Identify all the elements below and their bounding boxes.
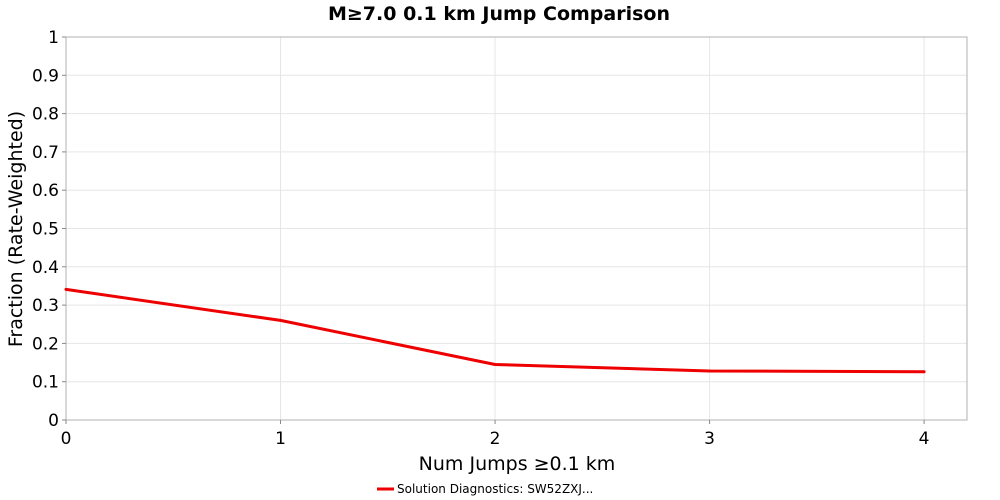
y-tick-label: 0.1 [32, 373, 59, 393]
y-tick-label: 1 [48, 28, 59, 48]
y-tick-label: 0.5 [32, 220, 59, 240]
data-point [708, 369, 712, 373]
axis-ticks: 0 0.1 0.2 0.3 0.4 0.5 0.6 0.7 0.8 0.9 1 0 1 2 3 4 [32, 28, 930, 449]
x-tick-label: 1 [275, 429, 286, 449]
x-tick-label: 0 [61, 429, 72, 449]
data-point [922, 370, 926, 374]
y-tick-label: 0 [48, 411, 59, 431]
x-tick-label: 4 [919, 429, 930, 449]
data-point [64, 287, 68, 291]
y-tick-label: 0.3 [32, 296, 59, 316]
y-axis-label: Fraction (Rate-Weighted) [5, 111, 27, 347]
data-point [279, 318, 283, 322]
x-axis-label: Num Jumps ≥0.1 km [419, 453, 616, 475]
x-tick-label: 3 [704, 429, 715, 449]
y-tick-label: 0.6 [32, 181, 59, 201]
legend-label: Solution Diagnostics: SW52ZXJ... [397, 482, 593, 496]
data-point [493, 362, 497, 366]
series-lines [64, 287, 926, 374]
grid [65, 36, 967, 421]
y-tick-label: 0.9 [32, 66, 59, 86]
legend: Solution Diagnostics: SW52ZXJ... [377, 482, 593, 496]
x-tick-label: 2 [490, 429, 501, 449]
y-tick-label: 0.4 [32, 258, 59, 278]
y-tick-label: 0.2 [32, 334, 59, 354]
chart-title: M≥7.0 0.1 km Jump Comparison [328, 3, 670, 25]
y-tick-label: 0.7 [32, 143, 59, 163]
y-tick-label: 0.8 [32, 105, 59, 125]
